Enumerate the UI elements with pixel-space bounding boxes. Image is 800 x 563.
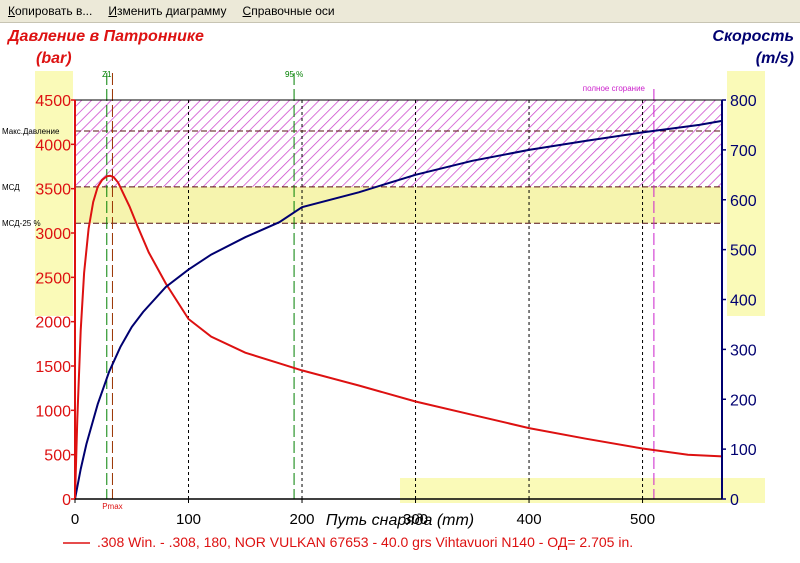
right-tick-label: 600: [730, 193, 757, 210]
mcd-25-label: МСД-25 %: [2, 219, 41, 228]
left-axis-highlight: [35, 71, 73, 316]
full-burn-label: полное сгорание: [583, 84, 646, 93]
right-tick-label: 100: [730, 442, 757, 459]
right-tick-label: 700: [730, 143, 757, 160]
menu-reference-axes[interactable]: Справочные оси: [242, 4, 335, 18]
mcd-label: МСД: [2, 183, 20, 192]
left-axis-title: Давление в Патроннике: [6, 28, 204, 45]
pressure-series-line: [74, 174, 723, 500]
x-tick-label: 200: [290, 511, 315, 528]
x-axis-ticks: 0 100 200 300 400 500: [71, 499, 655, 528]
left-tick-label: 1000: [35, 403, 71, 420]
x-tick-label: 100: [176, 511, 201, 528]
left-tick-label: 1500: [35, 359, 71, 376]
menu-bar: Копировать в... Изменить диаграмму Справ…: [0, 0, 800, 23]
left-axis-unit: (bar): [36, 50, 72, 67]
left-tick-label: 3500: [35, 182, 71, 199]
right-tick-label: 800: [730, 93, 757, 110]
left-tick-label: 2000: [35, 315, 71, 332]
right-tick-label: 400: [730, 293, 757, 310]
right-axis-highlight: [727, 71, 765, 316]
left-tick-label: 500: [44, 448, 71, 465]
left-tick-label: 3000: [35, 226, 71, 243]
menu-copy[interactable]: Копировать в...: [8, 4, 93, 18]
left-tick-label: 4000: [35, 137, 71, 154]
legend-label: .308 Win. - .308, 180, NOR VULKAN 67653 …: [97, 534, 633, 550]
right-axis-ticks: 0 100 200 300 400 500 600 700 800: [722, 93, 757, 509]
left-tick-label: 0: [62, 492, 71, 509]
x-gridlines: [188, 100, 644, 499]
right-axis-unit: (m/s): [756, 50, 794, 67]
max-pressure-label: Макс.Давление: [2, 127, 60, 136]
left-axis-ticks: 0 500 1000 1500 2000 2500 3000 3500 4000 4500: [35, 93, 75, 509]
x-tick-label: 300: [403, 511, 428, 528]
left-tick-label: 2500: [35, 270, 71, 287]
menu-edit-chart[interactable]: Изменить диаграмму: [108, 4, 227, 18]
x-tick-label: 0: [71, 511, 79, 528]
right-tick-label: 0: [730, 492, 739, 509]
mcd-hatched-band: [75, 131, 722, 187]
x-tick-label: 500: [630, 511, 655, 528]
right-tick-label: 200: [730, 392, 757, 409]
x-axis-title: Путь снаряда (mm): [326, 512, 474, 529]
right-axis-title: Скорость: [712, 28, 794, 45]
reference-lines: Макс.Давление МСД МСД-25 %: [2, 127, 722, 228]
left-tick-label: 4500: [35, 93, 71, 110]
velocity-series-line: [74, 119, 723, 500]
marker-lines: Z1 Pmax 95 % полное сгорание: [102, 70, 655, 511]
p95-label: 95 %: [285, 70, 303, 79]
x-tick-label: 400: [517, 511, 542, 528]
z1-label: Z1: [102, 70, 112, 79]
mcd-band: [75, 186, 722, 224]
right-tick-label: 500: [730, 243, 757, 260]
right-tick-label: 300: [730, 342, 757, 359]
chart-area: Макс.Давление МСД МСД-25 % Z1 Pmax 95 % полно…: [0, 23, 800, 558]
pressure-velocity-chart: Макс.Давление МСД МСД-25 % Z1 Pmax 95 % полно…: [2, 28, 794, 550]
pmax-label: Pmax: [102, 502, 122, 511]
